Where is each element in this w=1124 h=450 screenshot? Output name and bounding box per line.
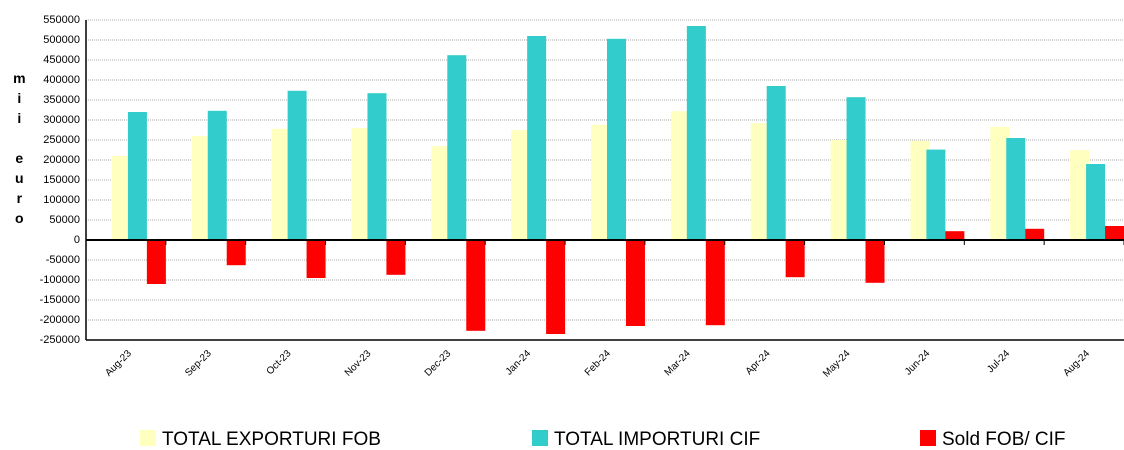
bar [191,136,211,240]
y-tick-label: 250000 [43,134,80,146]
bar [367,93,387,240]
bar [865,240,885,283]
x-tick-label: Sep-23 [183,348,214,379]
bar [1070,150,1090,240]
bar [386,240,406,275]
bar [705,240,725,326]
y-tick-label: 400000 [43,74,80,86]
bar [926,149,946,240]
bar [466,240,486,331]
x-tick-label: Jul-24 [985,348,1012,375]
x-tick-label: Feb-24 [583,348,613,378]
bar [351,128,371,240]
x-tick-label: Aug-24 [1061,348,1092,379]
bar [910,140,930,240]
y-tick-label: 550000 [43,14,80,26]
bar [1105,226,1124,240]
bar [207,110,227,240]
bar [766,86,786,240]
y-tick-label: 200000 [43,154,80,166]
y-tick-label: -150000 [40,294,80,306]
bar [625,240,645,326]
bar [750,123,770,240]
bar [606,38,626,240]
bar [271,128,291,240]
bar [431,146,451,240]
y-axis-label: mii euro [11,70,27,230]
x-tick-label: May-24 [821,348,853,380]
y-tick-label: -100000 [40,274,80,286]
bar [591,124,611,240]
bar [785,240,805,278]
x-tick-label: Aug-23 [103,348,134,379]
y-tick-label: 150000 [43,174,80,186]
y-tick-label: 450000 [43,54,80,66]
bar [1025,228,1045,240]
x-tick-label: Jun-24 [903,348,933,378]
legend-label: TOTAL IMPORTURI CIF [554,429,760,450]
y-tick-label: 300000 [43,114,80,126]
y-tick-label: 350000 [43,94,80,106]
x-tick-label: Oct-23 [265,348,294,377]
bar [527,36,547,240]
bar [1086,164,1106,240]
y-tick-label: 0 [74,234,80,246]
legend-label: Sold FOB/ CIF [942,429,1066,450]
legend-label: TOTAL EXPORTURI FOB [162,429,381,450]
bar [111,156,131,240]
bar [447,55,467,241]
x-tick-label: Jan-24 [504,348,534,378]
bar [546,240,566,334]
y-tick-label: -200000 [40,314,80,326]
x-tick-label: Dec-23 [423,348,454,379]
bar [127,112,147,240]
legend-swatch [920,430,936,446]
x-tick-label: Nov-23 [343,348,374,379]
bar [686,26,706,240]
y-tick-label: -250000 [40,334,80,346]
y-tick-label: 500000 [43,34,80,46]
legend-swatch [532,430,548,446]
bar [846,97,866,240]
bar [306,240,326,278]
bar [146,240,166,284]
x-tick-label: Mar-24 [663,348,693,378]
y-tick-label: 50000 [49,214,80,226]
y-tick-label: -50000 [46,254,80,266]
bar [287,90,307,240]
bar [226,240,246,266]
legend-swatch [140,430,156,446]
bar [990,126,1010,240]
bar [511,130,531,240]
y-tick-label: 100000 [43,194,80,206]
bar [830,140,850,240]
bar [945,231,965,240]
bar [670,111,690,240]
bar [1006,138,1026,240]
x-tick-label: Apr-24 [744,348,773,377]
